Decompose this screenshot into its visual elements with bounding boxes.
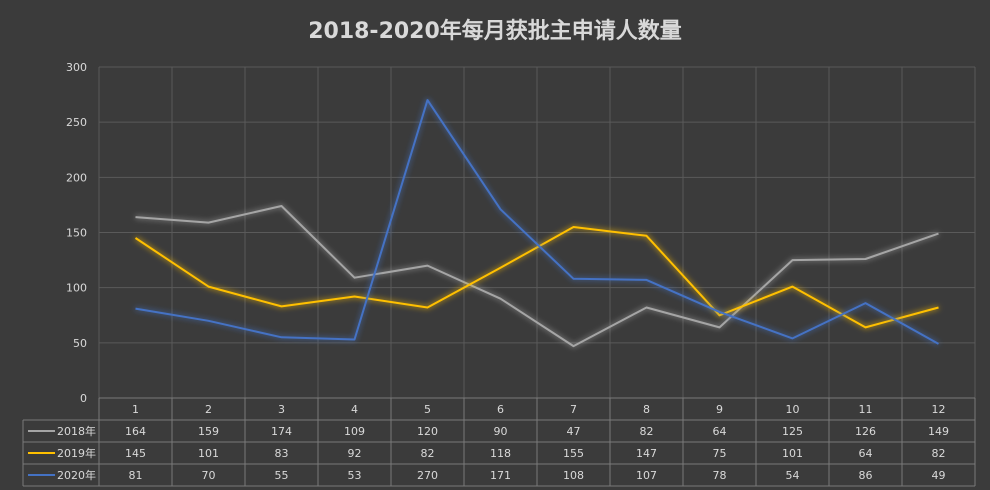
data-label: 54: [786, 469, 800, 482]
data-label: 155: [563, 447, 584, 460]
x-tick-label: 12: [932, 403, 946, 416]
y-tick-label: 200: [66, 171, 87, 184]
data-label: 75: [713, 447, 727, 460]
x-tick-label: 1: [132, 403, 139, 416]
data-label: 90: [494, 425, 508, 438]
data-label: 81: [129, 469, 143, 482]
data-label: 270: [417, 469, 438, 482]
x-tick-label: 3: [278, 403, 285, 416]
x-tick-label: 2: [205, 403, 212, 416]
data-label: 86: [859, 469, 873, 482]
data-label: 82: [640, 425, 654, 438]
x-tick-label: 10: [786, 403, 800, 416]
y-tick-label: 0: [80, 392, 87, 405]
data-label: 49: [932, 469, 946, 482]
legend-label: 2020年: [57, 468, 96, 482]
y-tick-label: 250: [66, 116, 87, 129]
data-label: 174: [271, 425, 292, 438]
chart-title: 2018-2020年每月获批主申请人数量: [308, 18, 682, 44]
data-label: 70: [202, 469, 216, 482]
data-label: 101: [198, 447, 219, 460]
data-label: 82: [932, 447, 946, 460]
data-label: 64: [713, 425, 727, 438]
data-label: 55: [275, 469, 289, 482]
series-line-0: [135, 205, 939, 348]
data-label: 64: [859, 447, 873, 460]
series-line-1: [134, 226, 939, 329]
data-label: 171: [490, 469, 511, 482]
data-label: 147: [636, 447, 657, 460]
x-tick-label: 9: [716, 403, 723, 416]
data-label: 145: [125, 447, 146, 460]
data-label: 101: [782, 447, 803, 460]
data-label: 164: [125, 425, 146, 438]
data-label: 126: [855, 425, 876, 438]
data-label: 159: [198, 425, 219, 438]
data-label: 108: [563, 469, 584, 482]
x-tick-label: 11: [859, 403, 873, 416]
data-label: 82: [421, 447, 435, 460]
x-tick-label: 4: [351, 403, 358, 416]
data-label: 53: [348, 469, 362, 482]
data-label: 149: [928, 425, 949, 438]
data-label: 125: [782, 425, 803, 438]
x-tick-label: 8: [643, 403, 650, 416]
data-label: 78: [713, 469, 727, 482]
x-tick-label: 5: [424, 403, 431, 416]
data-label: 47: [567, 425, 581, 438]
y-tick-label: 100: [66, 282, 87, 295]
y-tick-label: 150: [66, 227, 87, 240]
x-tick-label: 7: [570, 403, 577, 416]
y-tick-label: 50: [73, 337, 87, 350]
data-label: 109: [344, 425, 365, 438]
data-label: 118: [490, 447, 511, 460]
y-tick-label: 300: [66, 61, 87, 74]
data-label: 107: [636, 469, 657, 482]
data-label: 120: [417, 425, 438, 438]
data-label: 92: [348, 447, 362, 460]
legend-label: 2019年: [57, 446, 96, 460]
data-label: 83: [275, 447, 289, 460]
legend-label: 2018年: [57, 424, 96, 438]
series-line-2: [135, 99, 939, 345]
x-tick-label: 6: [497, 403, 504, 416]
